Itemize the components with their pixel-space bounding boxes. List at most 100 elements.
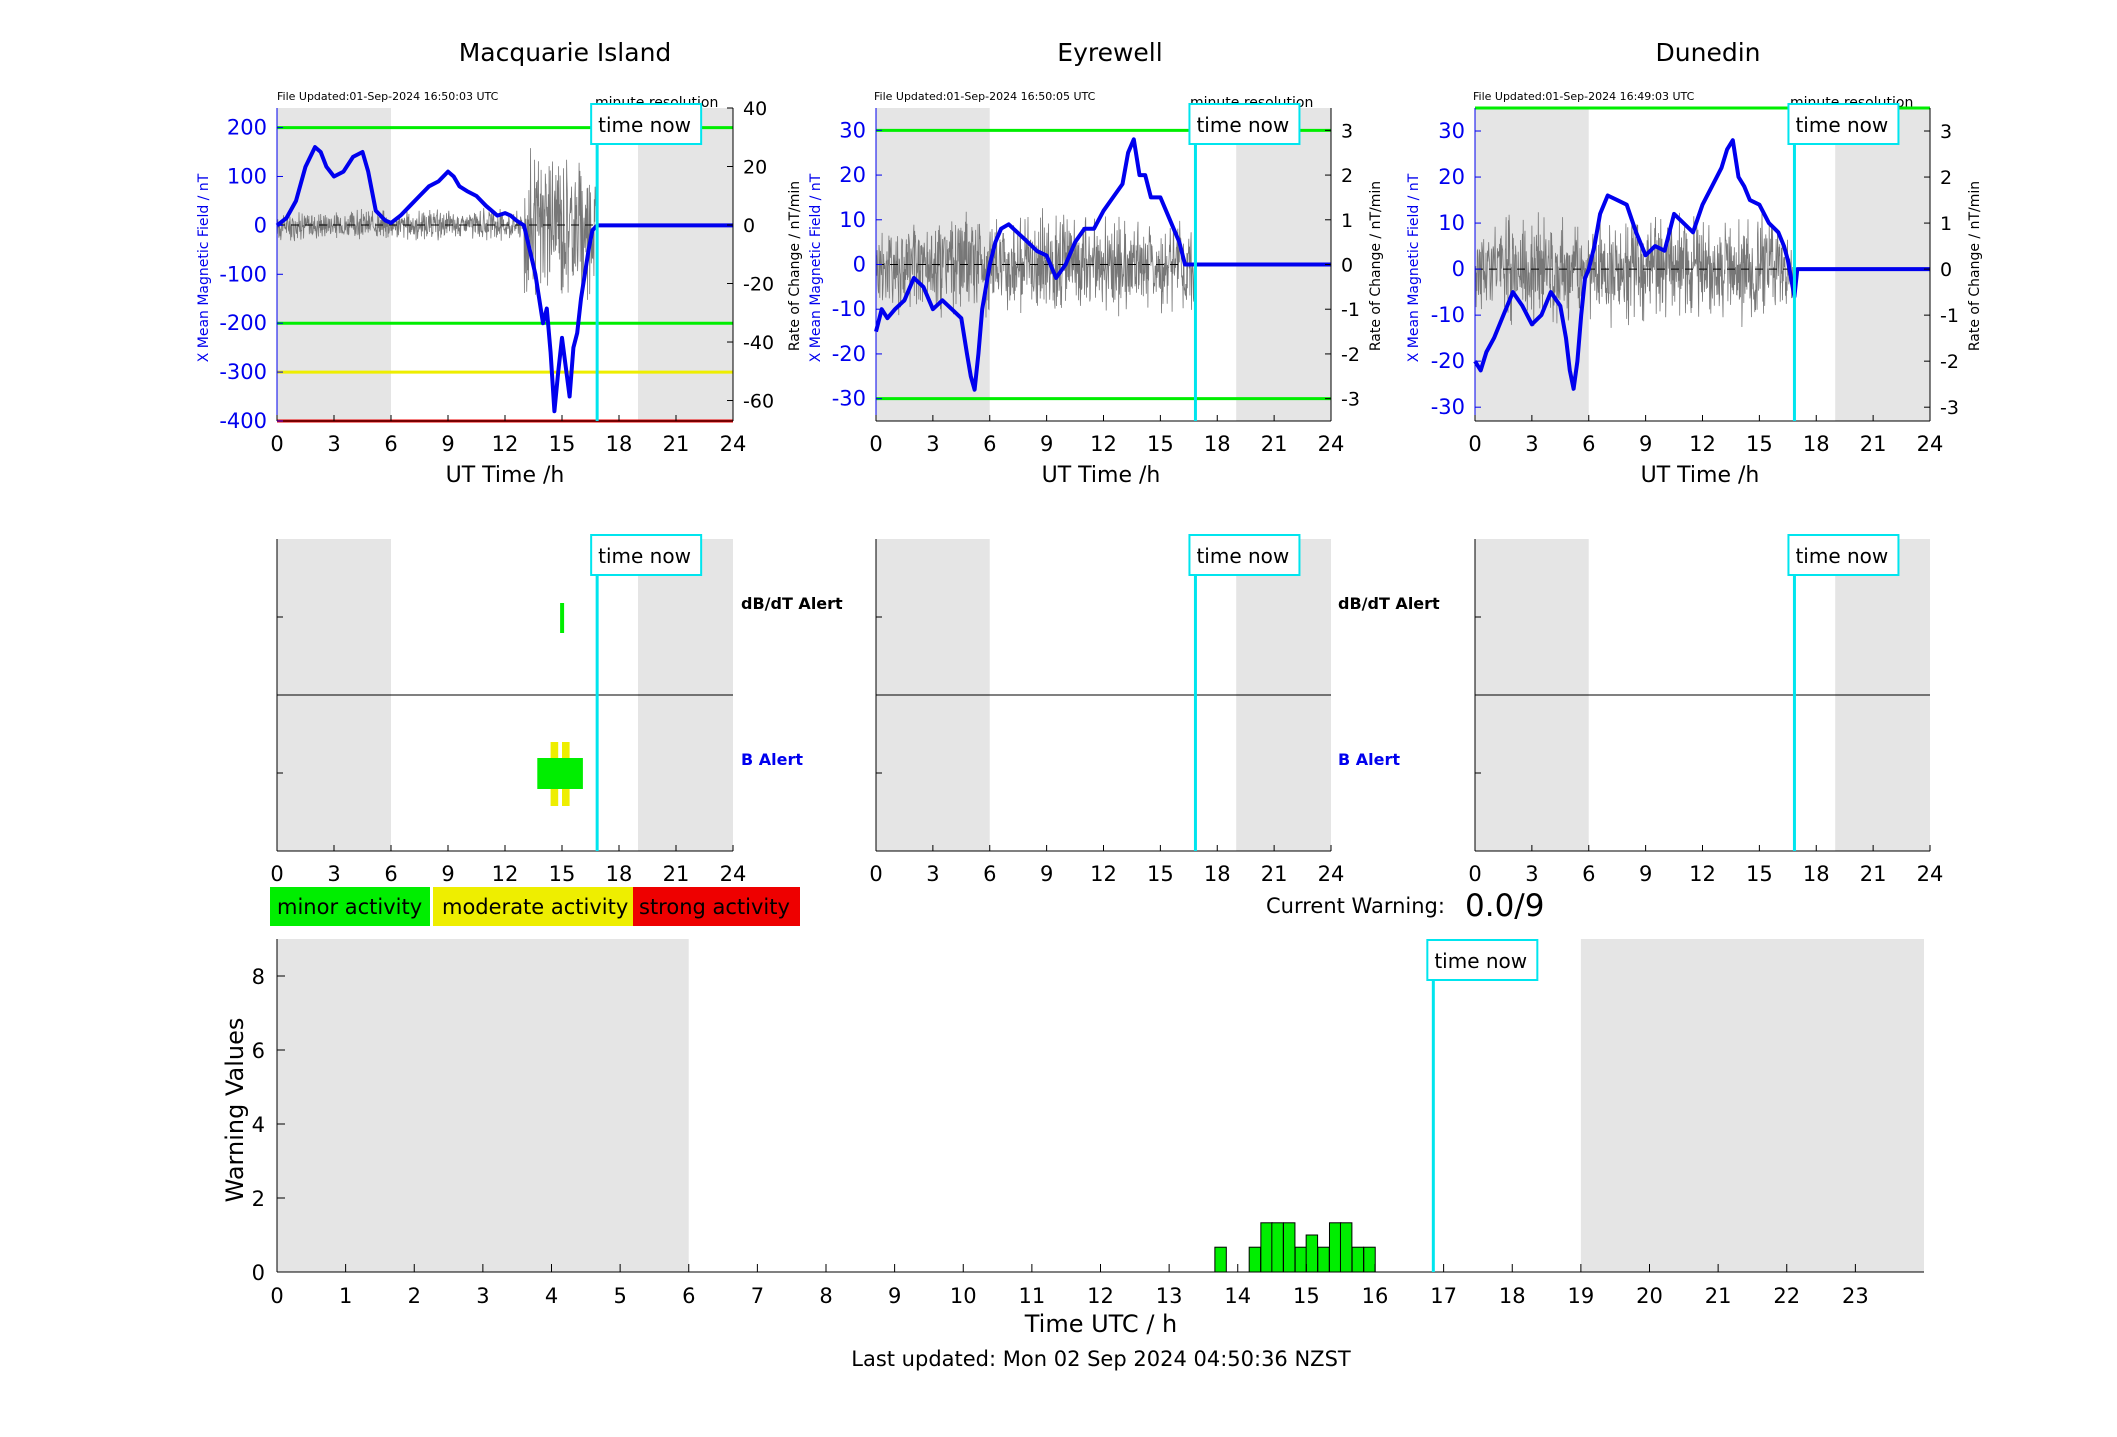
chart-title: Macquarie Island <box>459 38 672 67</box>
y-tick-label-right: 1 <box>1341 210 1353 232</box>
x-tick-label: 0 <box>869 862 882 886</box>
y-tick-label-left: -400 <box>219 409 267 433</box>
x-tick-label: 24 <box>1917 432 1944 456</box>
x-tick-label: 9 <box>888 1284 901 1308</box>
x-tick-label: 15 <box>1293 1284 1320 1308</box>
warning-bar <box>1214 1246 1227 1273</box>
dbdt-alert-label: dB/dT Alert <box>741 594 843 613</box>
y-tick-label: 2 <box>252 1187 265 1211</box>
x-tick-label: 12 <box>1689 862 1716 886</box>
x-tick-label: 21 <box>1860 862 1887 886</box>
x-tick-label: 3 <box>327 862 340 886</box>
y-tick-label-left: 20 <box>1438 165 1465 189</box>
y-tick-label: 8 <box>252 965 265 989</box>
warning-bar <box>1271 1222 1284 1273</box>
x-tick-label: 9 <box>1040 432 1053 456</box>
warning-bar <box>1351 1246 1365 1273</box>
night-band <box>277 108 391 421</box>
time-now-box <box>1188 103 1301 145</box>
x-tick-label: 15 <box>1746 432 1773 456</box>
y-tick-label-right: 0 <box>1940 259 1952 281</box>
x-tick-label: 10 <box>950 1284 977 1308</box>
y-tick-label-left: -10 <box>832 297 866 321</box>
x-tick-label: 0 <box>270 432 283 456</box>
x-axis-label: Time UTC / h <box>1024 1310 1178 1338</box>
current-warning: Current Warning: 0.0/9 <box>1266 888 1544 924</box>
y-tick-label-right: -20 <box>743 274 774 296</box>
time-now-label: time now <box>1434 949 1527 973</box>
x-tick-label: 18 <box>1204 862 1231 886</box>
x-tick-label: 6 <box>983 432 996 456</box>
x-tick-label: 9 <box>1639 432 1652 456</box>
y-tick-label-right: -3 <box>1341 389 1360 411</box>
y-tick-label-right: 1 <box>1940 213 1952 235</box>
x-tick-label: 12 <box>492 862 519 886</box>
x-tick-label: 12 <box>492 432 519 456</box>
x-tick-label: 0 <box>1468 862 1481 886</box>
y-tick-label: 4 <box>252 1113 265 1137</box>
rate-of-change-series <box>276 148 598 300</box>
y-tick-label-left: 20 <box>839 163 866 187</box>
time-now-box <box>590 534 703 576</box>
chart-dunedin-field: Dunedin File Updated:01-Sep-2024 16:49:0… <box>1406 38 1983 488</box>
b-alert-label: B Alert <box>1338 750 1400 769</box>
x-tick-label: 14 <box>1224 1284 1251 1308</box>
x-tick-label: 17 <box>1430 1284 1457 1308</box>
x-tick-label: 3 <box>476 1284 489 1308</box>
x-tick-label: 0 <box>1468 432 1481 456</box>
x-tick-label: 3 <box>1525 432 1538 456</box>
x-tick-label: 12 <box>1087 1284 1114 1308</box>
y-tick-label-left: -30 <box>832 387 866 411</box>
current-warning-label: Current Warning: <box>1266 894 1445 918</box>
y-tick-label-left: -20 <box>1431 349 1465 373</box>
warning-bar <box>1328 1222 1342 1273</box>
x-tick-label: 24 <box>1318 862 1345 886</box>
y-tick-label-left: 10 <box>1438 211 1465 235</box>
last-updated-text: Last updated: Mon 02 Sep 2024 04:50:36 N… <box>851 1347 1351 1371</box>
y-tick-label-left: 30 <box>1438 119 1465 143</box>
x-tick-label: 6 <box>1582 862 1595 886</box>
x-tick-label: 21 <box>1860 432 1887 456</box>
x-tick-label: 8 <box>819 1284 832 1308</box>
chart-macquarie-alerts: 0 3 6 9 12 15 18 21 24 time now dB/dT Alert B Ale… <box>270 534 843 886</box>
x-tick-label: 6 <box>1582 432 1595 456</box>
y-axis-label-right: Rate of Change / nT/min <box>787 181 803 351</box>
plot-area: 0 3 6 9 12 15 18 21 24 time now <box>1468 534 1943 886</box>
x-tick-label: 24 <box>720 862 747 886</box>
warning-bar <box>1305 1234 1319 1273</box>
file-updated-text: File Updated:01-Sep-2024 16:50:03 UTC <box>277 90 499 103</box>
y-tick-label-right: -2 <box>1341 344 1360 366</box>
x-tick-label: 5 <box>613 1284 626 1308</box>
y-tick-label-left: -10 <box>1431 303 1465 327</box>
time-now-label: time now <box>1196 113 1289 137</box>
x-tick-label: 13 <box>1156 1284 1183 1308</box>
y-axis-label-left: X Mean Magnetic Field / nT <box>1406 173 1422 362</box>
y-tick-label-right: -1 <box>1940 305 1959 327</box>
legend-strong-swatch <box>633 887 800 926</box>
x-tick-label: 11 <box>1019 1284 1046 1308</box>
y-tick-label-right: 2 <box>1341 165 1353 187</box>
warning-bar <box>1248 1246 1262 1273</box>
y-tick-label-right: -2 <box>1940 351 1959 373</box>
x-tick-label: 18 <box>1499 1284 1526 1308</box>
time-now-label: time now <box>1795 113 1888 137</box>
plot-area: 0 3 6 9 12 15 18 21 24 time now <box>270 534 747 886</box>
y-tick-label-left: 0 <box>1452 257 1465 281</box>
y-tick-label-right: 0 <box>743 215 755 237</box>
x-tick-label: 22 <box>1773 1284 1800 1308</box>
x-tick-label: 21 <box>663 862 690 886</box>
x-tick-label: 4 <box>545 1284 558 1308</box>
warning-bar <box>1317 1246 1330 1273</box>
x-tick-label: 9 <box>1639 862 1652 886</box>
magnetic-field-series <box>874 137 1331 392</box>
y-tick-label-left: -200 <box>219 311 267 335</box>
warning-bar <box>1363 1246 1376 1273</box>
x-tick-label: 6 <box>682 1284 695 1308</box>
y-tick-label-left: -100 <box>219 262 267 286</box>
plot-area: 0 3 6 9 12 15 18 21 24 time now <box>869 534 1345 886</box>
x-tick-label: 20 <box>1636 1284 1663 1308</box>
y-tick-label-left: 0 <box>853 253 866 277</box>
x-tick-label: 15 <box>549 432 576 456</box>
time-now-label: time now <box>598 113 691 137</box>
y-tick-label-left: 30 <box>839 118 866 142</box>
